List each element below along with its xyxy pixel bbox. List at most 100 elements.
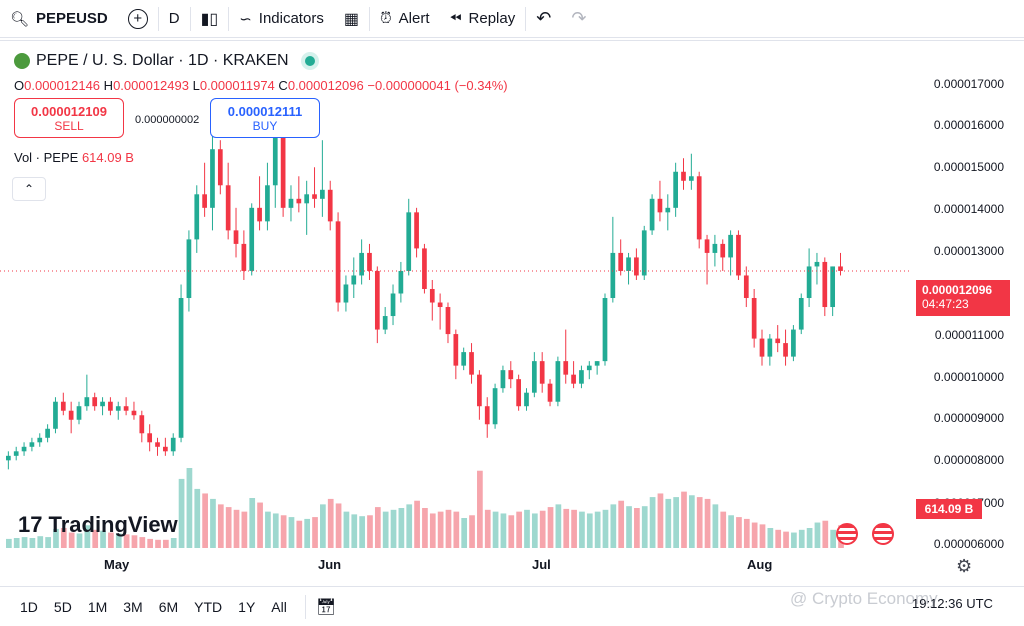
volume-bar — [296, 520, 303, 548]
volume-bar — [178, 478, 185, 548]
candle-body — [665, 207, 671, 213]
time-axis-label: Jun — [318, 557, 342, 572]
volume-bar — [798, 529, 805, 548]
volume-bar — [571, 509, 577, 548]
layouts-button[interactable]: ▦ — [334, 0, 369, 37]
volume-bar — [791, 532, 797, 548]
go-to-date-calendar-icon[interactable]: 📅︎ — [315, 598, 337, 616]
volume-bar — [634, 508, 640, 548]
volume-bar — [280, 515, 287, 548]
price-tick: 0.000008000 — [933, 453, 1004, 467]
volume-bar — [657, 493, 664, 548]
candle-body — [571, 374, 576, 384]
volume-legend: Vol · PEPE 614.09 B — [14, 150, 134, 165]
divider — [304, 594, 306, 619]
logo-text: TradingView — [48, 512, 178, 537]
volume-bar — [84, 525, 91, 548]
candle-body — [767, 338, 773, 357]
top-toolbar: 🔍︎ PEPEUSD + D ▮▯ ∽ Indicators ▦ ⏰︎ Aler… — [0, 0, 1024, 38]
compare-button[interactable]: + — [118, 0, 158, 37]
interval-label: D — [168, 10, 180, 27]
volume-bar — [688, 495, 695, 548]
volume-bar — [453, 511, 460, 548]
replay-button[interactable]: ⏪︎ Replay — [440, 0, 526, 37]
us-flag-event-icon[interactable] — [872, 523, 894, 545]
candle-body — [68, 410, 74, 420]
open-value: 0.000012146 — [24, 78, 101, 93]
volume-bar — [68, 532, 75, 548]
candle-body — [681, 171, 686, 181]
volume-bar — [382, 511, 389, 548]
interval-button[interactable]: D — [159, 0, 190, 37]
candle-body — [634, 257, 639, 276]
range-all[interactable]: All — [271, 598, 287, 615]
alert-button[interactable]: ⏰︎ Alert — [370, 0, 440, 37]
candle-body — [822, 261, 828, 308]
candle-body — [469, 352, 474, 375]
volume-bar — [594, 511, 601, 548]
candle-body — [147, 433, 153, 443]
candle-body — [704, 239, 710, 253]
candle-body — [814, 261, 820, 267]
range-1d[interactable]: 1D — [20, 598, 38, 615]
tradingview-logo: 17 TradingView — [18, 512, 178, 538]
range-5d[interactable]: 5D — [53, 598, 72, 615]
range-6m[interactable]: 6M — [158, 598, 179, 615]
volume-bar — [398, 508, 405, 548]
candle-body — [524, 392, 529, 407]
candle-body — [563, 361, 569, 375]
buy-button[interactable]: 0.000012111 BUY — [210, 98, 320, 138]
candle-body — [429, 288, 435, 303]
candle-body — [720, 243, 726, 258]
volume-bar — [37, 536, 44, 548]
volume-bar — [736, 517, 742, 548]
undo-button[interactable]: ↶ — [526, 0, 561, 37]
candle-body — [618, 252, 624, 271]
candle-body — [414, 212, 419, 249]
candle-body — [492, 388, 498, 425]
us-flag-event-icon[interactable] — [836, 523, 858, 545]
volume-bar — [830, 529, 837, 548]
candle-body — [406, 212, 412, 271]
market-open-dot-icon — [304, 56, 315, 66]
volume-bar — [202, 493, 208, 548]
layouts-grid-icon: ▦ — [343, 10, 359, 28]
volume-bar — [367, 515, 373, 548]
candle-body — [265, 185, 270, 222]
volume-bar — [186, 468, 193, 548]
candle-body — [437, 302, 443, 308]
volume-bar — [155, 539, 161, 548]
volume-bar — [304, 518, 311, 548]
chart-type-button[interactable]: ▮▯ — [191, 0, 229, 37]
volume-bar — [390, 509, 397, 548]
sell-button[interactable]: 0.000012109 SELL — [14, 98, 124, 138]
chart-pane[interactable] — [0, 40, 1024, 585]
candle-body — [320, 189, 325, 199]
high-value: 0.000012493 — [113, 78, 189, 93]
range-1m[interactable]: 1M — [87, 598, 108, 615]
candle-body — [594, 361, 600, 366]
volume-bar — [123, 534, 130, 548]
candle-body — [139, 415, 145, 434]
redo-button[interactable]: ↷ — [561, 0, 596, 37]
range-1y[interactable]: 1Y — [238, 598, 256, 615]
volume-bar — [327, 498, 334, 548]
clock-utc[interactable]: 19:12:36 UTC — [912, 596, 993, 611]
volume-bar — [720, 511, 727, 548]
candle-body — [751, 298, 757, 339]
symbol-search[interactable]: 🔍︎ PEPEUSD — [0, 0, 118, 37]
volume-bar — [100, 530, 106, 548]
volume-bar — [131, 535, 138, 548]
candle-body — [759, 338, 765, 357]
pepe-coin-icon — [14, 53, 30, 69]
axis-settings-gear-icon[interactable]: ⚙︎ — [956, 556, 973, 576]
range-ytd[interactable]: YTD — [194, 598, 223, 615]
range-3m[interactable]: 3M — [123, 598, 143, 615]
candle-body — [602, 298, 608, 362]
candle-body — [508, 370, 514, 380]
candlestick-chart[interactable] — [0, 41, 910, 561]
collapse-legend-button[interactable]: ⌃ — [12, 177, 46, 201]
candle-body — [422, 248, 427, 289]
indicators-button[interactable]: ∽ Indicators — [229, 0, 334, 37]
indicators-label: Indicators — [258, 10, 324, 27]
